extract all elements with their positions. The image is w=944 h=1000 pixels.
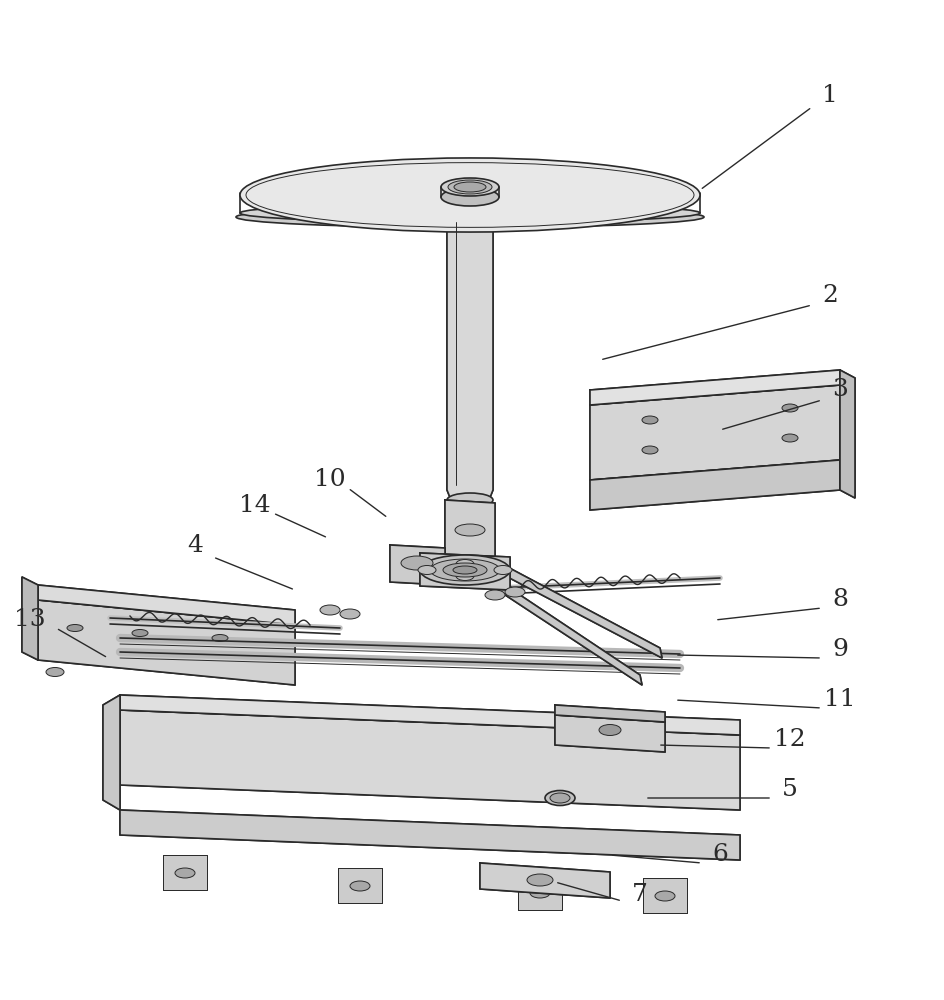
- Polygon shape: [38, 600, 295, 685]
- Polygon shape: [338, 868, 381, 903]
- Ellipse shape: [46, 668, 64, 676]
- Polygon shape: [162, 855, 207, 890]
- Text: 6: 6: [712, 843, 727, 866]
- Ellipse shape: [484, 590, 504, 600]
- Ellipse shape: [447, 493, 493, 507]
- Ellipse shape: [211, 634, 228, 642]
- Ellipse shape: [598, 724, 620, 735]
- Text: 4: 4: [187, 534, 203, 556]
- Polygon shape: [589, 460, 839, 510]
- Ellipse shape: [419, 555, 510, 585]
- Ellipse shape: [340, 609, 360, 619]
- Polygon shape: [499, 563, 662, 658]
- Ellipse shape: [494, 566, 512, 574]
- Polygon shape: [103, 695, 120, 810]
- Ellipse shape: [175, 868, 194, 878]
- Ellipse shape: [549, 793, 569, 803]
- Ellipse shape: [443, 563, 486, 577]
- Ellipse shape: [641, 446, 657, 454]
- Text: 7: 7: [632, 884, 648, 906]
- Ellipse shape: [527, 874, 552, 886]
- Ellipse shape: [441, 188, 498, 206]
- Ellipse shape: [417, 566, 435, 574]
- Polygon shape: [38, 585, 295, 625]
- Ellipse shape: [441, 178, 498, 196]
- Polygon shape: [480, 863, 610, 898]
- Ellipse shape: [349, 881, 370, 891]
- Text: 3: 3: [831, 378, 847, 401]
- Ellipse shape: [447, 180, 492, 194]
- Ellipse shape: [454, 524, 484, 536]
- Polygon shape: [839, 370, 854, 498]
- Ellipse shape: [456, 572, 474, 580]
- Ellipse shape: [453, 182, 485, 192]
- Polygon shape: [390, 545, 445, 585]
- Polygon shape: [120, 710, 739, 810]
- Ellipse shape: [430, 559, 499, 581]
- Polygon shape: [589, 385, 839, 480]
- Polygon shape: [554, 705, 665, 722]
- Polygon shape: [589, 370, 839, 405]
- Text: 9: 9: [831, 638, 847, 662]
- Ellipse shape: [530, 888, 549, 898]
- Ellipse shape: [240, 204, 700, 223]
- Ellipse shape: [400, 556, 432, 570]
- Text: 11: 11: [823, 688, 855, 711]
- Polygon shape: [22, 577, 38, 660]
- Ellipse shape: [452, 566, 477, 574]
- Text: 8: 8: [831, 588, 847, 611]
- Ellipse shape: [456, 560, 474, 568]
- Ellipse shape: [782, 434, 797, 442]
- Polygon shape: [554, 715, 665, 752]
- Ellipse shape: [641, 416, 657, 424]
- Text: 12: 12: [773, 728, 805, 752]
- Polygon shape: [120, 695, 739, 735]
- Ellipse shape: [545, 790, 574, 805]
- Ellipse shape: [504, 587, 525, 597]
- Polygon shape: [642, 878, 686, 913]
- Polygon shape: [517, 875, 562, 910]
- Text: 2: 2: [821, 284, 837, 306]
- Text: 1: 1: [821, 84, 837, 107]
- Ellipse shape: [67, 624, 83, 632]
- Ellipse shape: [654, 891, 674, 901]
- Text: 13: 13: [14, 608, 45, 632]
- Ellipse shape: [132, 630, 148, 636]
- Ellipse shape: [782, 404, 797, 412]
- Polygon shape: [120, 810, 739, 860]
- Polygon shape: [419, 553, 510, 590]
- Ellipse shape: [236, 207, 703, 227]
- Polygon shape: [447, 207, 493, 500]
- Text: 5: 5: [782, 778, 797, 801]
- Polygon shape: [490, 575, 641, 685]
- Text: 14: 14: [239, 493, 271, 516]
- Ellipse shape: [320, 605, 340, 615]
- Text: 10: 10: [313, 468, 346, 491]
- Polygon shape: [445, 500, 495, 560]
- Ellipse shape: [240, 158, 700, 232]
